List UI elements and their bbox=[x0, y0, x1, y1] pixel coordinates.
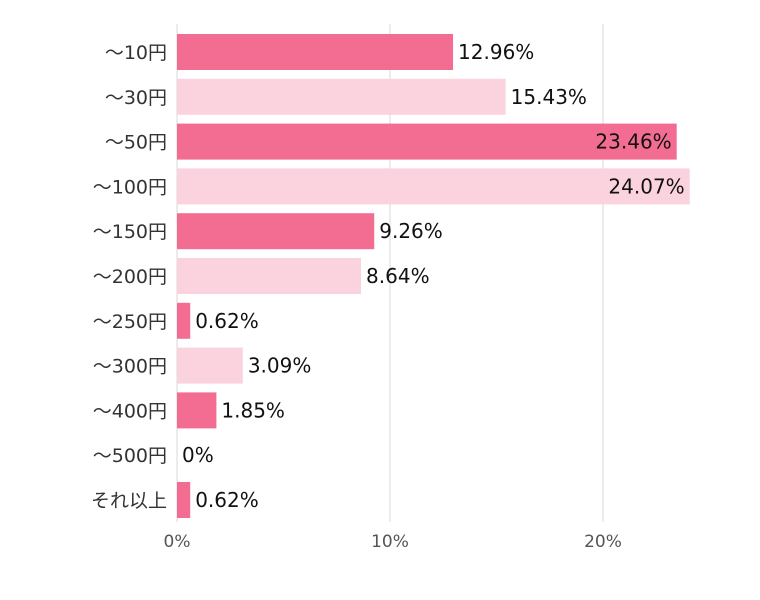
x-tick-label: 10% bbox=[371, 532, 409, 552]
category-label: ～50円 bbox=[105, 132, 167, 154]
data-label: 23.46% bbox=[595, 130, 671, 154]
data-label: 0.62% bbox=[195, 309, 259, 333]
data-label: 0% bbox=[182, 443, 214, 467]
category-label: ～500円 bbox=[93, 445, 167, 467]
bar bbox=[177, 482, 191, 518]
x-tick-label: 0% bbox=[164, 532, 191, 552]
category-label: ～400円 bbox=[93, 400, 167, 422]
bar bbox=[177, 347, 243, 384]
data-label: 1.85% bbox=[221, 398, 285, 422]
category-label: ～100円 bbox=[93, 176, 167, 198]
category-labels: ～10円 ～30円 ～50円 ～100円 ～150円 ～200円 ～250円 ～300円 ～40… bbox=[91, 42, 167, 512]
category-label: ～10円 bbox=[105, 42, 167, 64]
data-label: 0.62% bbox=[195, 488, 259, 512]
data-label: 8.64% bbox=[366, 264, 430, 288]
data-label: 9.26% bbox=[379, 219, 443, 243]
data-labels: 12.96% 15.43% 23.46% 24.07% 9.26% 8.64% 0.62% 3… bbox=[182, 40, 685, 512]
x-tick-label: 20% bbox=[584, 532, 622, 552]
data-label: 15.43% bbox=[511, 85, 587, 109]
bar bbox=[177, 302, 191, 339]
bar bbox=[177, 78, 506, 115]
bar bbox=[177, 168, 690, 205]
category-label: ～300円 bbox=[93, 356, 167, 378]
bars bbox=[177, 34, 690, 518]
data-label: 24.07% bbox=[608, 174, 684, 198]
category-label: ～150円 bbox=[93, 221, 167, 243]
category-label: ～200円 bbox=[93, 266, 167, 288]
bar bbox=[177, 213, 375, 250]
x-axis-tick-labels: 0% 10% 20% bbox=[164, 532, 622, 552]
bar bbox=[177, 34, 454, 70]
category-label: それ以上 bbox=[91, 490, 167, 512]
bar bbox=[177, 392, 217, 429]
data-label: 12.96% bbox=[458, 40, 534, 64]
category-label: ～250円 bbox=[93, 311, 167, 333]
bar bbox=[177, 123, 677, 160]
category-label: ～30円 bbox=[105, 87, 167, 109]
bar bbox=[177, 258, 362, 294]
data-label: 3.09% bbox=[248, 354, 312, 378]
